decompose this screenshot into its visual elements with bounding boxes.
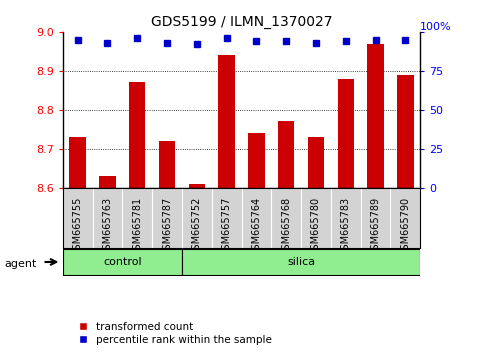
Text: GSM665757: GSM665757 <box>222 197 232 256</box>
Bar <box>189 184 205 188</box>
Text: GSM665781: GSM665781 <box>132 197 142 256</box>
Text: GSM665763: GSM665763 <box>102 197 113 256</box>
Bar <box>397 75 413 188</box>
Bar <box>308 137 324 188</box>
Bar <box>218 55 235 188</box>
Bar <box>129 82 145 188</box>
Text: 100%: 100% <box>420 22 452 32</box>
Text: GSM665755: GSM665755 <box>72 197 83 256</box>
Bar <box>338 79 354 188</box>
Bar <box>278 121 294 188</box>
Text: GSM665789: GSM665789 <box>370 197 381 256</box>
Text: GSM665790: GSM665790 <box>400 197 411 256</box>
Bar <box>368 44 384 188</box>
Text: GSM665780: GSM665780 <box>311 197 321 256</box>
Bar <box>63 249 182 275</box>
Text: GSM665783: GSM665783 <box>341 197 351 256</box>
Legend: transformed count, percentile rank within the sample: transformed count, percentile rank withi… <box>68 317 276 349</box>
Text: control: control <box>103 257 142 267</box>
Text: GSM665752: GSM665752 <box>192 197 202 256</box>
Title: GDS5199 / ILMN_1370027: GDS5199 / ILMN_1370027 <box>151 16 332 29</box>
Bar <box>159 141 175 188</box>
Bar <box>248 133 265 188</box>
Bar <box>99 176 115 188</box>
Text: GSM665787: GSM665787 <box>162 197 172 256</box>
Text: silica: silica <box>287 257 315 267</box>
Text: GSM665768: GSM665768 <box>281 197 291 256</box>
Bar <box>182 249 420 275</box>
Text: GSM665764: GSM665764 <box>251 197 261 256</box>
Text: agent: agent <box>5 259 37 269</box>
Bar <box>70 137 86 188</box>
